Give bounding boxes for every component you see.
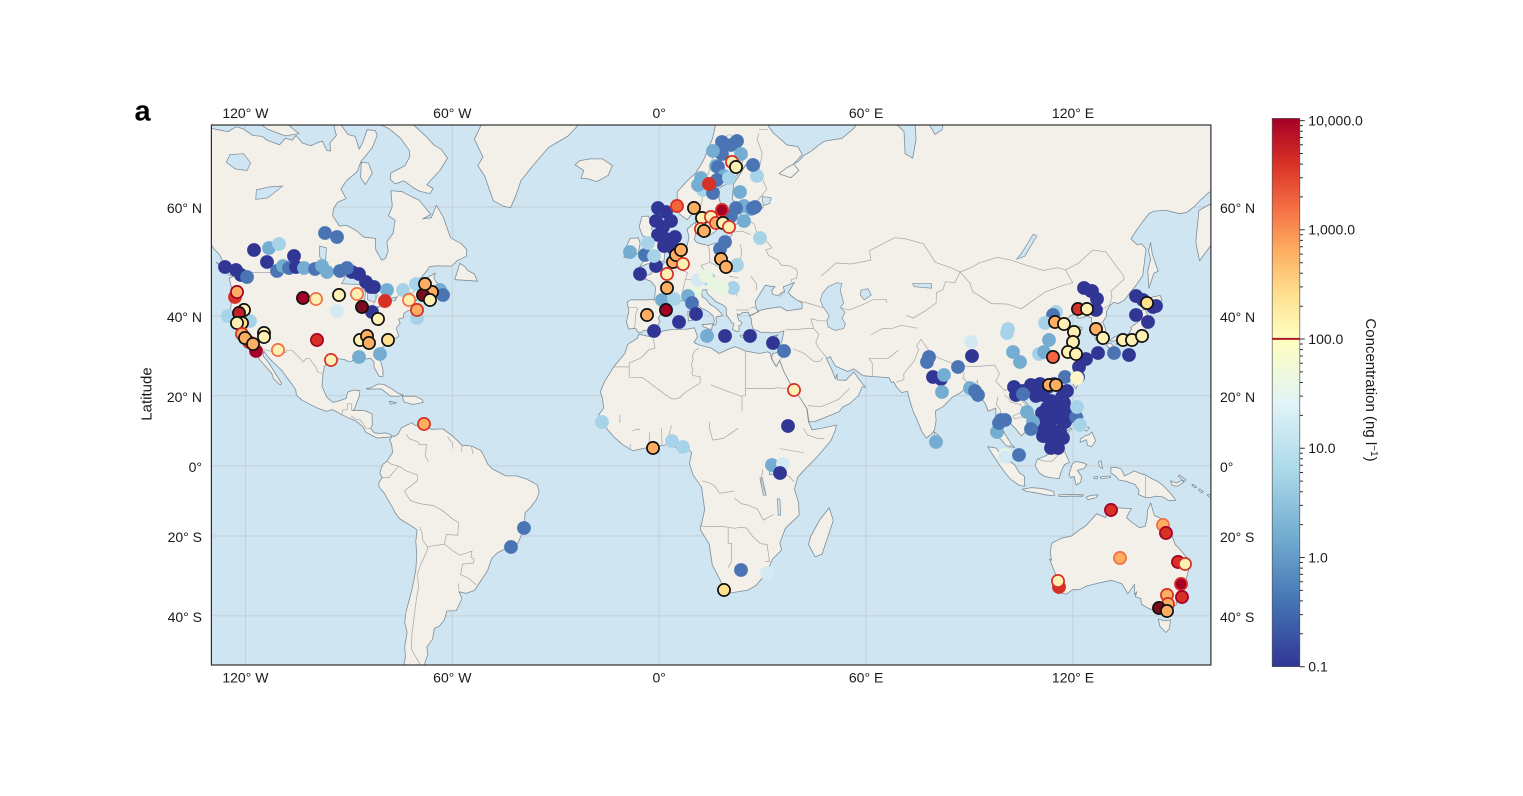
svg-text:0°: 0°: [653, 670, 666, 686]
svg-text:0°: 0°: [653, 105, 666, 121]
svg-text:100.0: 100.0: [1308, 331, 1343, 347]
svg-text:10,000.0: 10,000.0: [1308, 112, 1363, 128]
svg-text:60° N: 60° N: [167, 200, 202, 216]
svg-text:60° W: 60° W: [433, 670, 472, 686]
svg-text:120° W: 120° W: [222, 105, 269, 121]
svg-text:60° W: 60° W: [433, 105, 472, 121]
svg-text:a: a: [135, 96, 152, 128]
svg-text:60° E: 60° E: [849, 670, 883, 686]
svg-text:20° S: 20° S: [168, 529, 202, 545]
svg-text:120° E: 120° E: [1052, 105, 1094, 121]
svg-text:60° E: 60° E: [849, 105, 883, 121]
svg-text:40° S: 40° S: [1220, 609, 1254, 625]
svg-text:0°: 0°: [1220, 459, 1233, 475]
svg-text:0.1: 0.1: [1308, 659, 1328, 675]
svg-text:1,000.0: 1,000.0: [1308, 222, 1355, 238]
svg-text:20° S: 20° S: [1220, 529, 1254, 545]
svg-text:40° S: 40° S: [168, 609, 202, 625]
svg-text:10.0: 10.0: [1308, 440, 1335, 456]
svg-text:40° N: 40° N: [167, 309, 202, 325]
svg-text:60° N: 60° N: [1220, 200, 1255, 216]
svg-text:1.0: 1.0: [1308, 549, 1328, 565]
svg-text:0°: 0°: [189, 459, 202, 475]
svg-text:120° W: 120° W: [222, 670, 269, 686]
svg-text:Concentration (ng l−1): Concentration (ng l−1): [1362, 318, 1380, 461]
svg-text:20° N: 20° N: [167, 389, 202, 405]
svg-text:20° N: 20° N: [1220, 389, 1255, 405]
svg-text:40° N: 40° N: [1220, 309, 1255, 325]
svg-text:Latitude: Latitude: [139, 367, 156, 420]
svg-text:120° E: 120° E: [1052, 670, 1094, 686]
